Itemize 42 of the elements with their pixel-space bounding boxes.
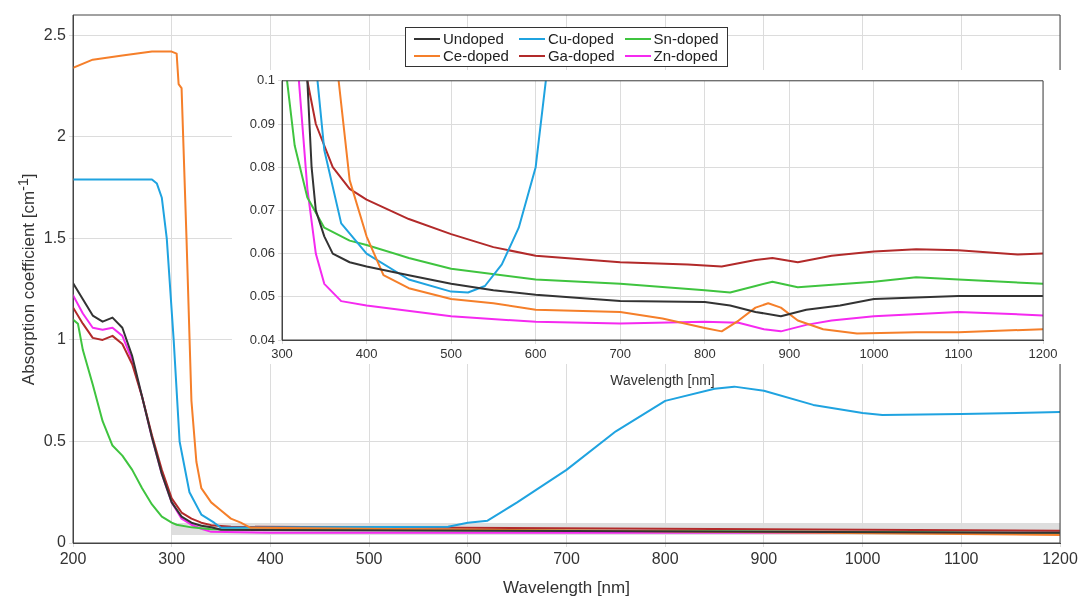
x-tick-label: 800 [693, 346, 716, 362]
y-tick-label: 0.04 [249, 331, 275, 347]
y-tick-label: 1 [57, 330, 67, 348]
legend-label: Zn-doped [652, 47, 719, 64]
y-tick-label: 0.06 [249, 245, 275, 261]
x-tick-label: 800 [651, 550, 679, 568]
x-axis-title: Wavelength [nm] [503, 578, 630, 598]
x-tick-label: 1000 [859, 346, 889, 362]
x-tick-label: 1200 [1028, 346, 1058, 362]
x-tick-label: 400 [257, 550, 284, 568]
x-tick-label: 1200 [1042, 550, 1078, 568]
x-axis-title: Wavelength [nm] [610, 372, 715, 389]
x-tick-label: 1100 [944, 550, 979, 568]
y-tick-label: 2 [57, 127, 67, 145]
y-tick-label: 0.08 [249, 158, 275, 174]
legend-label: Ga-doped [546, 47, 615, 64]
legend-label: Undoped [442, 30, 505, 47]
legend-label: Cu-doped [546, 30, 615, 47]
x-tick-label: 900 [778, 346, 801, 362]
y-tick-label: 0.09 [249, 115, 275, 131]
y-tick-label: 1.5 [43, 228, 67, 246]
legend-label: Ce-doped [442, 47, 509, 64]
x-tick-label: 500 [440, 346, 462, 362]
x-tick-label: 700 [553, 550, 580, 568]
y-tick-label: 0 [57, 533, 67, 551]
x-tick-label: 700 [609, 346, 632, 362]
x-tick-label: 900 [750, 550, 778, 568]
y-tick-label: 0.07 [249, 201, 275, 217]
x-tick-label: 1000 [844, 550, 881, 568]
legend-label: Sn-doped [652, 30, 719, 47]
x-tick-label: 200 [59, 550, 87, 568]
y-tick-label: 0.5 [43, 431, 67, 449]
x-tick-label: 1100 [944, 346, 973, 362]
y-tick-label: 2.5 [43, 25, 67, 43]
y-tick-label: 0.1 [256, 72, 275, 88]
x-tick-label: 300 [158, 550, 186, 568]
x-tick-label: 600 [524, 346, 547, 362]
y-tick-label: 0.05 [249, 288, 275, 304]
x-tick-label: 500 [355, 550, 383, 568]
x-tick-label: 300 [271, 346, 293, 362]
x-tick-label: 400 [355, 346, 378, 362]
x-tick-label: 600 [454, 550, 482, 568]
